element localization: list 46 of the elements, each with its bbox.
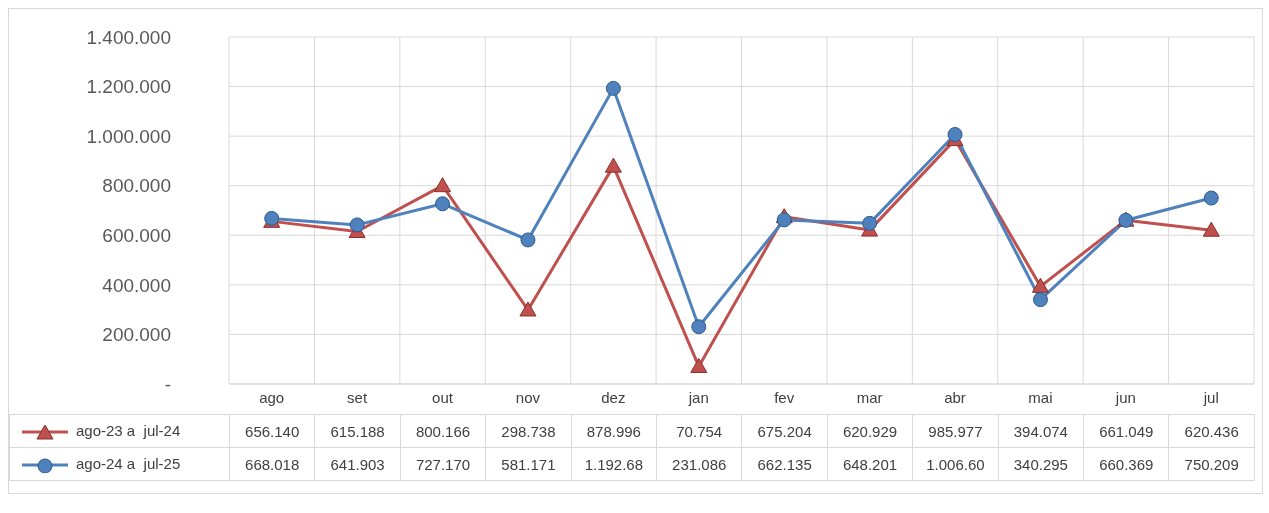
x-tick-label: abr	[944, 388, 966, 406]
data-label: 620.929	[827, 414, 913, 448]
x-tick-label: fev	[774, 388, 795, 406]
y-tick-label: 1.000.000	[86, 125, 171, 147]
data-label: 662.135	[741, 447, 828, 481]
x-tick-label: jun	[1114, 388, 1136, 406]
y-tick-label: 600.000	[102, 225, 171, 247]
x-tick-label: ago	[259, 388, 285, 406]
data-label: 656.140	[229, 414, 315, 448]
x-tick-label: jan	[687, 388, 709, 406]
y-tick-label: 1.200.000	[86, 76, 171, 98]
data-label: 641.903	[314, 447, 401, 481]
data-label: 800.166	[400, 414, 486, 448]
x-tick-label: mar	[856, 388, 883, 406]
data-label: 878.996	[571, 414, 657, 448]
y-tick-label: -	[164, 373, 171, 395]
legend-label: ago-23 a jul-24	[9, 414, 230, 448]
data-label: 1.006.60	[912, 447, 999, 481]
data-label: 70.754	[656, 414, 742, 448]
legend-label: ago-24 a jul-25	[9, 447, 230, 481]
x-tick-label: out	[432, 388, 454, 406]
x-tick-label: mai	[1028, 388, 1053, 406]
x-tick-label: nov	[515, 388, 541, 406]
data-label: 661.049	[1083, 414, 1169, 448]
y-tick-label: 400.000	[102, 274, 171, 296]
data-label: 340.295	[998, 447, 1084, 481]
data-label: 231.086	[656, 447, 742, 481]
y-tick-label: 200.000	[102, 324, 171, 346]
data-label: 615.188	[314, 414, 401, 448]
x-tick-label: set	[347, 388, 368, 406]
y-tick-label: 800.000	[102, 175, 171, 197]
data-label: 675.204	[741, 414, 828, 448]
y-tick-label: 1.400.000	[86, 26, 171, 48]
data-label: 985.977	[912, 414, 999, 448]
x-tick-label: jul	[1202, 388, 1219, 406]
data-label: 298.738	[485, 414, 572, 448]
data-label: 1.192.68	[571, 447, 657, 481]
data-label: 648.201	[827, 447, 913, 481]
x-tick-label: dez	[601, 388, 626, 406]
data-label: 660.369	[1083, 447, 1169, 481]
data-label: 620.436	[1168, 414, 1255, 448]
data-label: 581.171	[485, 447, 572, 481]
data-label: 750.209	[1168, 447, 1255, 481]
data-label: 394.074	[998, 414, 1084, 448]
data-label: 727.170	[400, 447, 486, 481]
data-label: 668.018	[229, 447, 315, 481]
